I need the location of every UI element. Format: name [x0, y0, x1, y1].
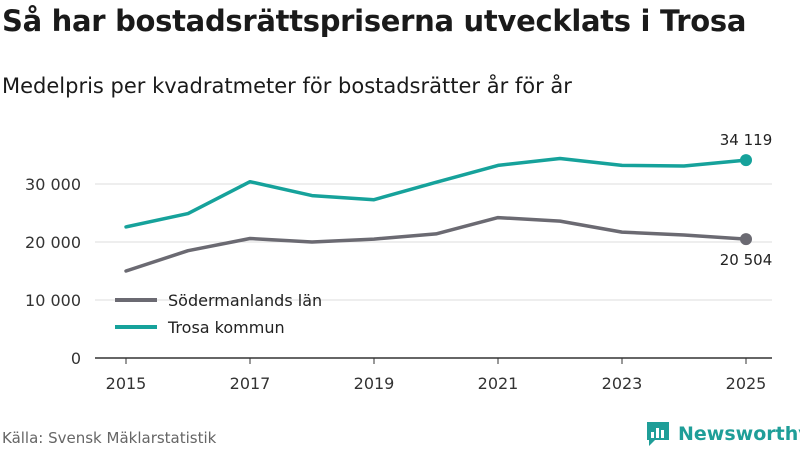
series-line-trosa [124, 156, 748, 229]
legend-label-sodermanland: Södermanlands län [168, 291, 322, 310]
brand-logo: Newsworthy [645, 420, 800, 448]
brand-name: Newsworthy [678, 423, 800, 445]
source-note: Källa: Svensk Mäklarstatistik [2, 429, 217, 447]
x-tick-label: 2021 [478, 374, 519, 393]
series-line-sodermanland [124, 215, 748, 273]
y-tick-label: 10 000 [25, 291, 81, 310]
end-label-trosa: 34 119 [720, 131, 773, 149]
x-tick-label: 2019 [354, 374, 395, 393]
y-tick-label: 0 [71, 349, 81, 368]
legend-label-trosa: Trosa kommun [167, 318, 285, 337]
chart-subtitle: Medelpris per kvadratmeter för bostadsrä… [2, 74, 572, 98]
end-point-trosa [740, 154, 752, 167]
y-tick-label: 30 000 [25, 175, 81, 194]
end-label-sodermanland: 20 504 [720, 251, 773, 269]
x-tick-label: 2017 [230, 374, 271, 393]
newsworthy-logo-icon [647, 422, 669, 446]
end-point-sodermanland [740, 233, 752, 246]
x-tick-label: 2023 [602, 374, 643, 393]
chart-title: Så har bostadsrättspriserna utvecklats i… [2, 4, 747, 38]
line-chart: 0 10 000 20 000 30 000 2015 2017 2019 2021 2023 2… [25, 131, 773, 393]
x-tick-label: 2025 [726, 374, 767, 393]
y-tick-label: 20 000 [25, 233, 81, 252]
x-tick-label: 2015 [106, 374, 147, 393]
